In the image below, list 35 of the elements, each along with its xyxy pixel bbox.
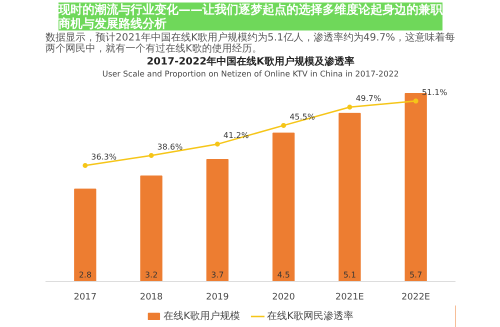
bar [74, 188, 96, 282]
x-tick-label: 2021E [335, 292, 364, 302]
data-label: 49.7% [356, 94, 382, 104]
bar [140, 175, 162, 282]
data-label: 4.5 [277, 270, 290, 280]
point [413, 98, 418, 104]
data-label: 3.7 [211, 270, 224, 280]
x-tick-label: 2018 [140, 292, 164, 302]
text: 数据显示，预计2021年中国在线K歌用户规模约为5.1亿人，渗透率约为49.7%，这意味着每两个网民中，就有一个有过在线K歌的使用经历。 [46, 32, 456, 54]
x-tick-label: 2017 [74, 292, 97, 302]
data-label: 38.6% [157, 142, 184, 152]
legend-label: 在线K歌用户规模 [163, 310, 240, 323]
bar [206, 158, 229, 282]
point [148, 152, 154, 158]
x-tick-label: 2022E [402, 292, 430, 302]
x-tick-label: 2020 [272, 292, 296, 302]
data-label: 2.8 [78, 270, 92, 280]
chart-subtitle: User Scale and Proportion on Netizen of Online KTV in China in 2017-2022 [102, 70, 399, 78]
bar [338, 112, 361, 282]
point [82, 163, 88, 168]
point [347, 104, 352, 110]
data-label: 51.1% [422, 88, 448, 98]
point [214, 142, 220, 147]
data-label: 36.3% [91, 152, 117, 162]
data-label: 5.1 [343, 270, 356, 280]
data-label: 3.2 [144, 270, 158, 280]
point [281, 122, 286, 128]
x-tick-label: 2019 [206, 292, 230, 302]
data-label: 45.5% [290, 112, 316, 122]
data-label: 5.7 [409, 270, 422, 280]
chart-title: 2017-2022年中国在线K歌用户规模及渗透率 [146, 56, 354, 68]
bar [272, 132, 295, 282]
legend-label: 在线K歌网民渗透率 [267, 310, 354, 323]
data-label: 41.2% [223, 131, 250, 140]
text: 现时的潮流与行业变化——让我们逐梦起点的选择多维度论起身边的兼职商机与发展路线分析 [58, 2, 444, 30]
